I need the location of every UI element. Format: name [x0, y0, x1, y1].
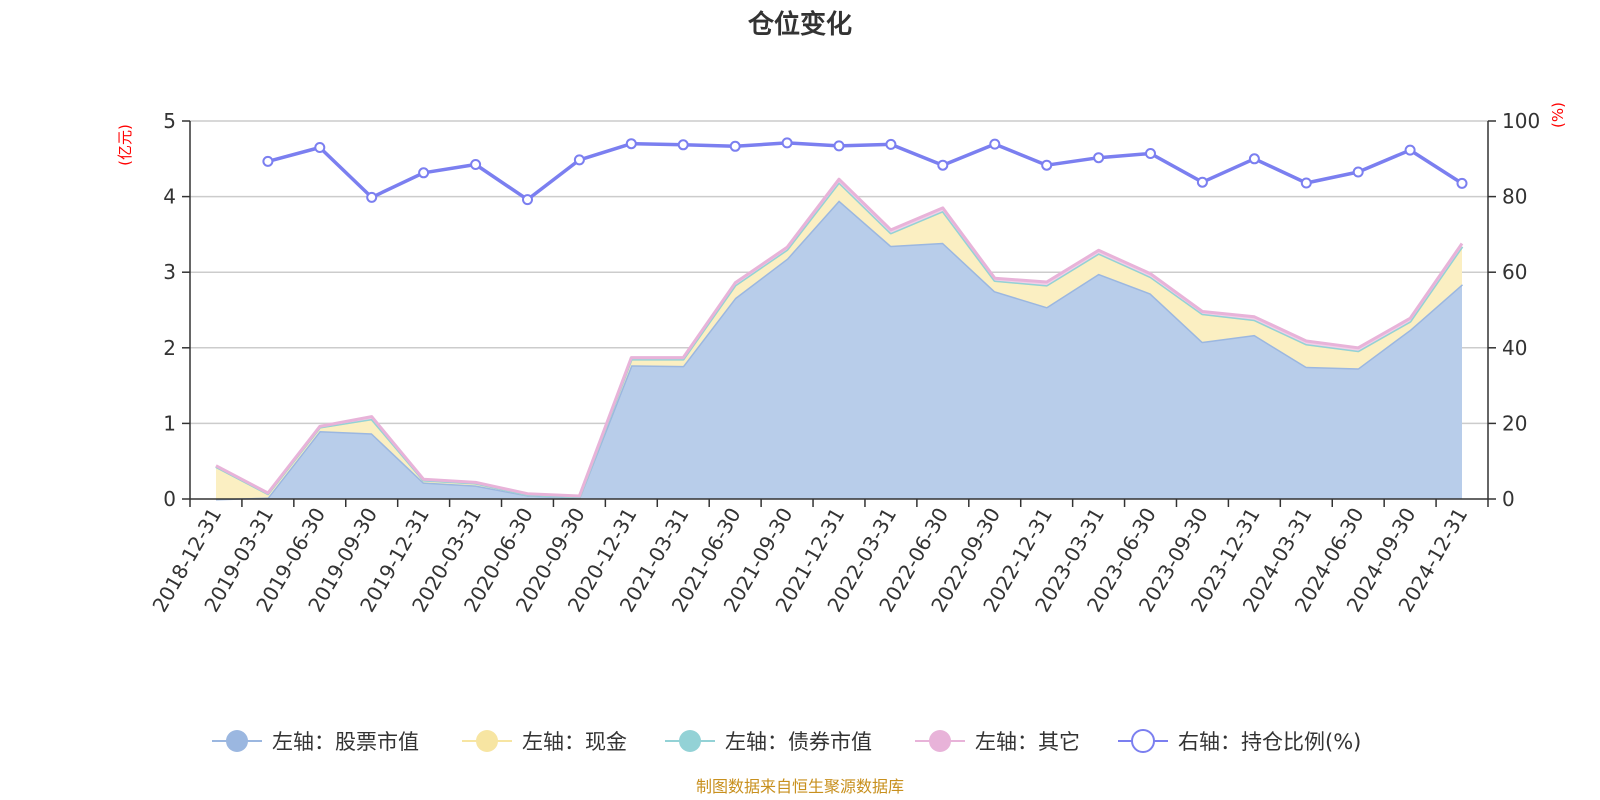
left-tick-label-1: 1: [163, 411, 176, 435]
ratio-point-2: [314, 142, 326, 153]
legend-label-4: 右轴：持仓比例(%): [1178, 730, 1361, 754]
legend-item-3: 左轴：其它: [915, 730, 1080, 754]
left-tick-label-3: 3: [163, 260, 176, 284]
ratio-point-4: [418, 167, 430, 179]
legend-marker-3: [929, 730, 951, 752]
ratio-line-path: [267, 141, 1463, 202]
right-tick-label-4: 80: [1502, 185, 1527, 209]
ratio-point-15: [989, 138, 1001, 150]
ratio-point-20: [1248, 153, 1260, 165]
ratio-point-12: [833, 140, 845, 152]
legend-label-0: 左轴：股票市值: [272, 730, 419, 754]
ratio-point-21: [1300, 177, 1312, 189]
right-tick-label-1: 20: [1502, 411, 1527, 435]
stacked-areas: [215, 177, 1464, 501]
area-line-3: [215, 177, 1464, 498]
data-source-note: 制图数据来自恒生聚源数据库: [696, 777, 904, 796]
legend: 左轴：股票市值 左轴：现金 左轴：债券市值 左轴：其它 右轴：持仓比例(%): [212, 729, 1361, 754]
legend-label-1: 左轴：现金: [522, 730, 627, 754]
right-axis-unit: (%): [1549, 102, 1567, 128]
ratio-point-10: [729, 140, 741, 152]
legend-marker-1: [476, 730, 498, 752]
ratio-point-1: [262, 155, 274, 167]
right-tick-label-5: 100: [1502, 109, 1540, 133]
left-tick-label-5: 5: [163, 109, 176, 133]
ratio-point-23: [1404, 144, 1416, 156]
legend-label-2: 左轴：债券市值: [725, 730, 872, 754]
ratio-point-19: [1196, 176, 1208, 188]
ratio-point-18: [1145, 148, 1156, 159]
legend-item-2: 左轴：债券市值: [665, 730, 872, 754]
left-tick-label-4: 4: [163, 185, 176, 209]
ratio-point-5: [470, 159, 482, 170]
left-tick-label-0: 0: [163, 487, 176, 511]
ratio-point-24: [1456, 177, 1468, 189]
ratio-point-13: [885, 138, 897, 150]
area-fill-0: [216, 200, 1462, 499]
ratio-point-14: [937, 159, 949, 171]
ratio-point-11: [781, 137, 793, 149]
ratio-point-9: [677, 139, 689, 151]
legend-marker-4: [1131, 729, 1155, 753]
left-tick-label-2: 2: [163, 336, 176, 360]
ratio-point-3: [366, 191, 378, 203]
ratio-point-16: [1041, 159, 1053, 171]
left-axis-unit: (亿元): [116, 124, 134, 166]
right-tick-label-0: 0: [1502, 487, 1515, 511]
ratio-point-17: [1093, 152, 1105, 164]
legend-label-3: 左轴：其它: [975, 730, 1080, 754]
right-tick-label-2: 40: [1502, 336, 1527, 360]
ratio-point-6: [522, 194, 533, 206]
chart-title: 仓位变化: [747, 9, 852, 40]
ratio-point-7: [573, 154, 585, 166]
legend-item-4: 右轴：持仓比例(%): [1118, 729, 1361, 754]
right-tick-label-3: 60: [1502, 260, 1527, 284]
ratio-point-22: [1352, 166, 1364, 178]
legend-item-0: 左轴：股票市值: [212, 730, 419, 754]
legend-marker-0: [226, 730, 248, 752]
position-ratio-series: [262, 137, 1468, 206]
legend-item-1: 左轴：现金: [462, 730, 627, 754]
legend-marker-2: [679, 730, 701, 752]
ratio-point-8: [625, 138, 637, 150]
